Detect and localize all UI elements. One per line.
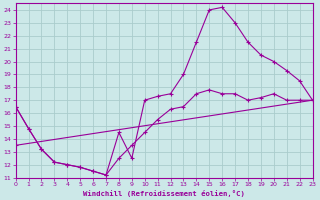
X-axis label: Windchill (Refroidissement éolien,°C): Windchill (Refroidissement éolien,°C) xyxy=(83,190,245,197)
